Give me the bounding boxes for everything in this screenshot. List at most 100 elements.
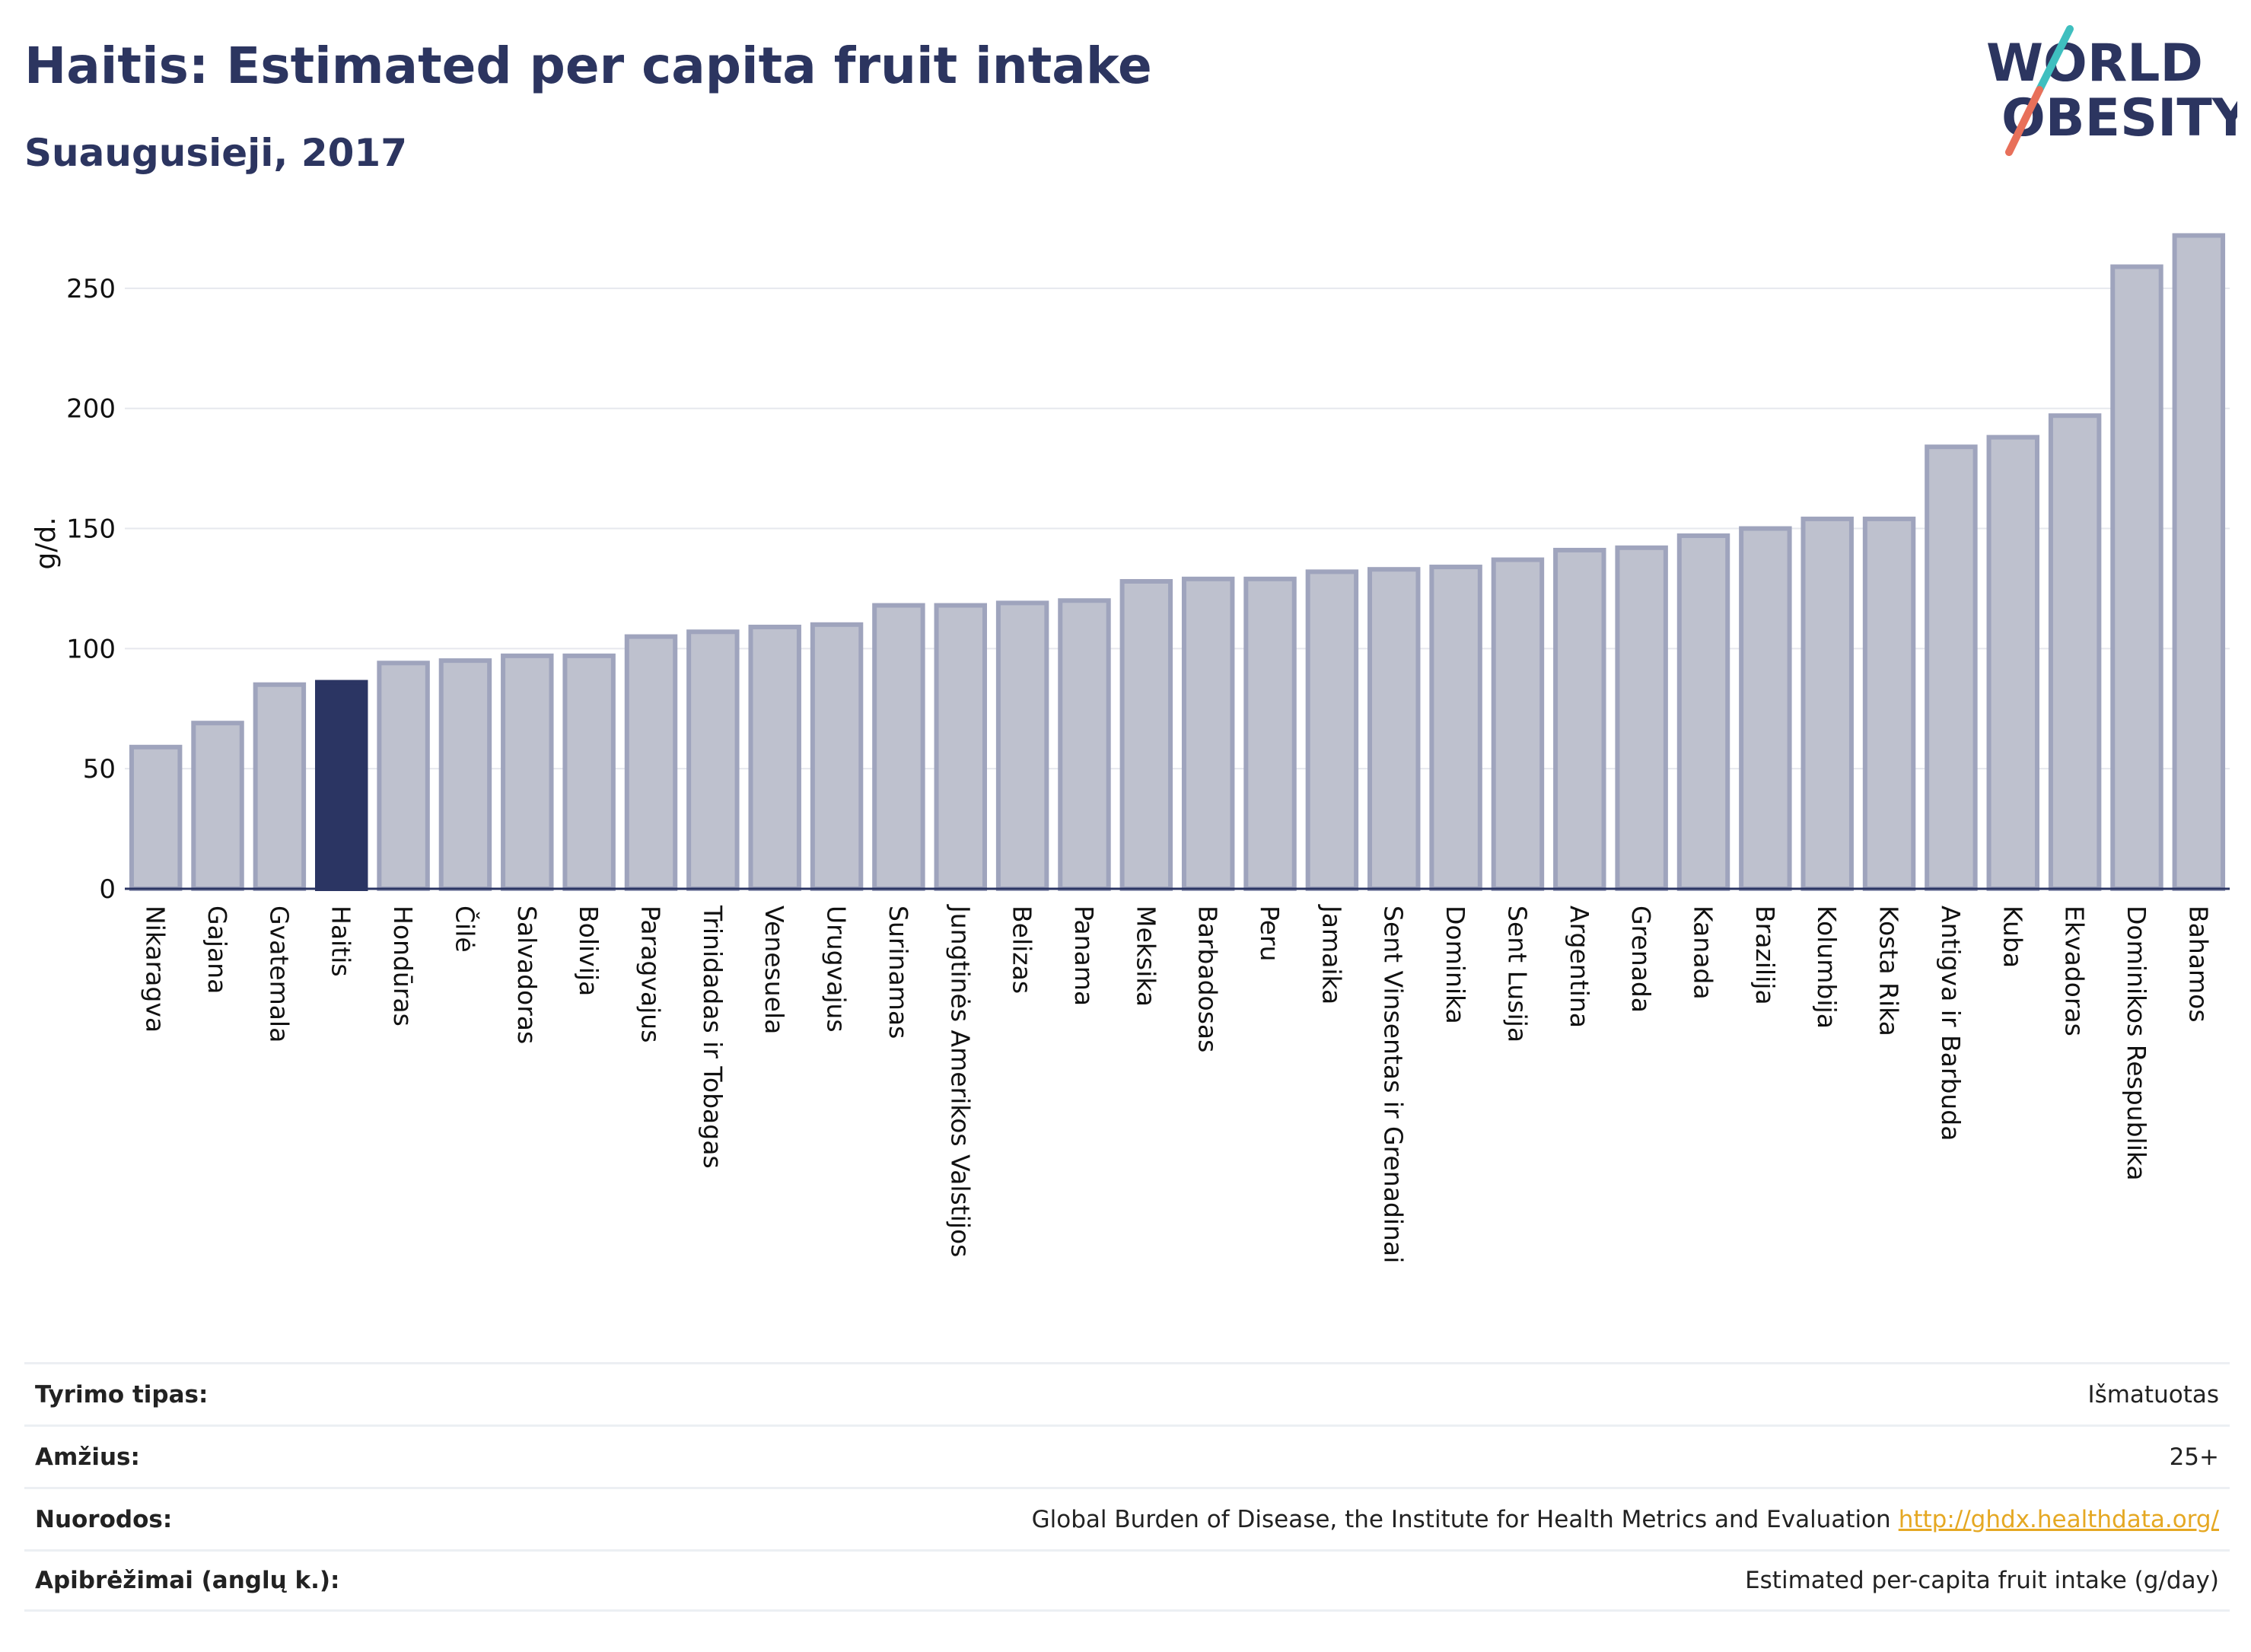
x-tick-label: Jungtinės Amerikos Valstijos bbox=[945, 904, 975, 1257]
x-tick-label: Grenada bbox=[1626, 906, 1656, 1013]
bar bbox=[562, 653, 616, 891]
x-tick-label: Čilė bbox=[450, 906, 480, 953]
x-tick-label: Venesuela bbox=[759, 906, 789, 1034]
bars bbox=[129, 233, 2226, 892]
bar bbox=[934, 603, 987, 891]
bar bbox=[748, 624, 801, 891]
x-axis-ticks: Nikaragva Gajana Gvatemala Haitis Hondūras Či… bbox=[141, 904, 2214, 1263]
x-tick-label: Nikaragva bbox=[141, 906, 170, 1033]
x-tick-label: Kanada bbox=[1689, 906, 1718, 1000]
bar bbox=[1491, 557, 1545, 891]
bar bbox=[995, 600, 1049, 891]
x-tick-label: Meksika bbox=[1131, 906, 1161, 1007]
bar bbox=[1367, 567, 1421, 891]
x-tick-label: Ekvadoras bbox=[2060, 906, 2090, 1036]
bar bbox=[1615, 545, 1668, 892]
x-tick-label: Belizas bbox=[1008, 906, 1037, 994]
chart-subtitle: Suaugusieji, 2017 bbox=[24, 131, 407, 175]
y-tick-label: 150 bbox=[66, 514, 116, 545]
x-tick-label: Barbadosas bbox=[1193, 906, 1223, 1052]
bar bbox=[1676, 533, 1730, 891]
logo-line1: WORLD bbox=[1986, 33, 2203, 94]
bar bbox=[2048, 413, 2102, 891]
bar bbox=[2110, 264, 2163, 891]
meta-row-age: Amžius: 25+ bbox=[24, 1424, 2230, 1487]
bar bbox=[1305, 569, 1359, 891]
x-tick-label: Bolivija bbox=[574, 906, 603, 996]
metadata-table: Tyrimo tipas: Išmatuotas Amžius: 25+ Nuo… bbox=[24, 1362, 2230, 1612]
x-tick-label: Bahamos bbox=[2183, 906, 2213, 1023]
y-axis-ticks: 0 50 100 150 200 250 bbox=[66, 274, 116, 905]
bar-chart: 0 50 100 150 200 250 Nikaragva Gajana Gvatemala… bbox=[30, 233, 2230, 1263]
x-tick-label: Jamaika bbox=[1317, 904, 1346, 1004]
meta-label: Nuorodos: bbox=[35, 1505, 173, 1533]
x-tick-label: Dominikos Respublika bbox=[2122, 906, 2151, 1181]
y-axis-label: g/d. bbox=[30, 517, 62, 569]
y-tick-label: 250 bbox=[66, 274, 116, 304]
bar bbox=[872, 603, 925, 891]
x-tick-label: Haitis bbox=[326, 906, 356, 977]
x-tick-label: Gvatemala bbox=[264, 906, 294, 1042]
bar bbox=[1429, 565, 1482, 892]
meta-row-definitions: Apibrėžimai (anglų k.): Estimated per-ca… bbox=[24, 1549, 2230, 1612]
x-tick-label: Urugvajus bbox=[822, 906, 852, 1033]
x-tick-label: Hondūras bbox=[388, 906, 418, 1027]
bar bbox=[1800, 516, 1854, 891]
bar bbox=[253, 682, 307, 892]
bar bbox=[1925, 444, 1978, 891]
bar bbox=[2172, 233, 2226, 891]
logo-slash-top bbox=[2036, 25, 2074, 94]
x-tick-label: Antigva ir Barbuda bbox=[1936, 906, 1966, 1141]
bar bbox=[1862, 516, 1916, 891]
x-tick-label: Sent Vinsentas ir Grenadinai bbox=[1379, 906, 1409, 1263]
y-tick-label: 100 bbox=[66, 634, 116, 664]
bar bbox=[1739, 526, 1792, 892]
x-tick-label: Kuba bbox=[1998, 906, 2027, 968]
x-tick-label: Paragvajus bbox=[636, 906, 666, 1042]
y-tick-label: 50 bbox=[83, 754, 116, 785]
bar bbox=[624, 634, 678, 892]
bar bbox=[1243, 576, 1297, 891]
bar bbox=[1119, 578, 1173, 892]
bar bbox=[377, 660, 430, 891]
bar bbox=[129, 744, 183, 891]
meta-value: Global Burden of Disease, the Institute … bbox=[1031, 1505, 1891, 1533]
bar bbox=[686, 629, 740, 891]
world-obesity-logo: WORLD OBESITY bbox=[1986, 25, 2237, 156]
meta-label: Tyrimo tipas: bbox=[35, 1380, 209, 1408]
bar bbox=[1058, 598, 1111, 892]
x-tick-label: Gajana bbox=[202, 906, 232, 994]
meta-value: Išmatuotas bbox=[2087, 1380, 2219, 1408]
x-tick-label: Brazilija bbox=[1750, 906, 1780, 1005]
bar bbox=[1553, 547, 1606, 891]
bar bbox=[1181, 576, 1235, 891]
y-tick-label: 200 bbox=[66, 394, 116, 425]
bar bbox=[810, 622, 864, 891]
meta-value-group: Global Burden of Disease, the Institute … bbox=[1032, 1506, 2219, 1533]
meta-value: Estimated per-capita fruit intake (g/day… bbox=[1745, 1567, 2219, 1594]
chart-title: Haitis: Estimated per capita fruit intak… bbox=[24, 37, 1152, 95]
bar bbox=[1986, 434, 2039, 891]
x-tick-label: Argentina bbox=[1565, 906, 1594, 1028]
x-tick-label: Panama bbox=[1069, 906, 1099, 1006]
x-tick-label: Surinamas bbox=[884, 906, 913, 1039]
meta-value: 25+ bbox=[2169, 1443, 2219, 1471]
x-tick-label: Peru bbox=[1255, 906, 1285, 962]
y-tick-label: 0 bbox=[99, 874, 116, 905]
bar bbox=[315, 680, 368, 891]
x-tick-label: Sent Lusija bbox=[1502, 906, 1532, 1042]
x-tick-label: Dominika bbox=[1441, 906, 1470, 1024]
bar bbox=[501, 653, 554, 891]
source-link[interactable]: http://ghdx.healthdata.org/ bbox=[1898, 1505, 2219, 1533]
bar bbox=[191, 721, 244, 892]
meta-label: Apibrėžimai (anglų k.): bbox=[35, 1567, 340, 1594]
x-tick-label: Kolumbija bbox=[1812, 906, 1842, 1029]
meta-label: Amžius: bbox=[35, 1443, 140, 1471]
bar bbox=[438, 658, 492, 891]
meta-row-survey-type: Tyrimo tipas: Išmatuotas bbox=[24, 1362, 2230, 1424]
x-tick-label: Kosta Rika bbox=[1874, 906, 1904, 1036]
logo-slash-bottom bbox=[2005, 86, 2043, 156]
logo-line2: OBESITY bbox=[2001, 88, 2237, 148]
x-tick-label: Salvadoras bbox=[512, 906, 542, 1044]
x-tick-label: Trinidadas ir Tobagas bbox=[698, 905, 728, 1169]
